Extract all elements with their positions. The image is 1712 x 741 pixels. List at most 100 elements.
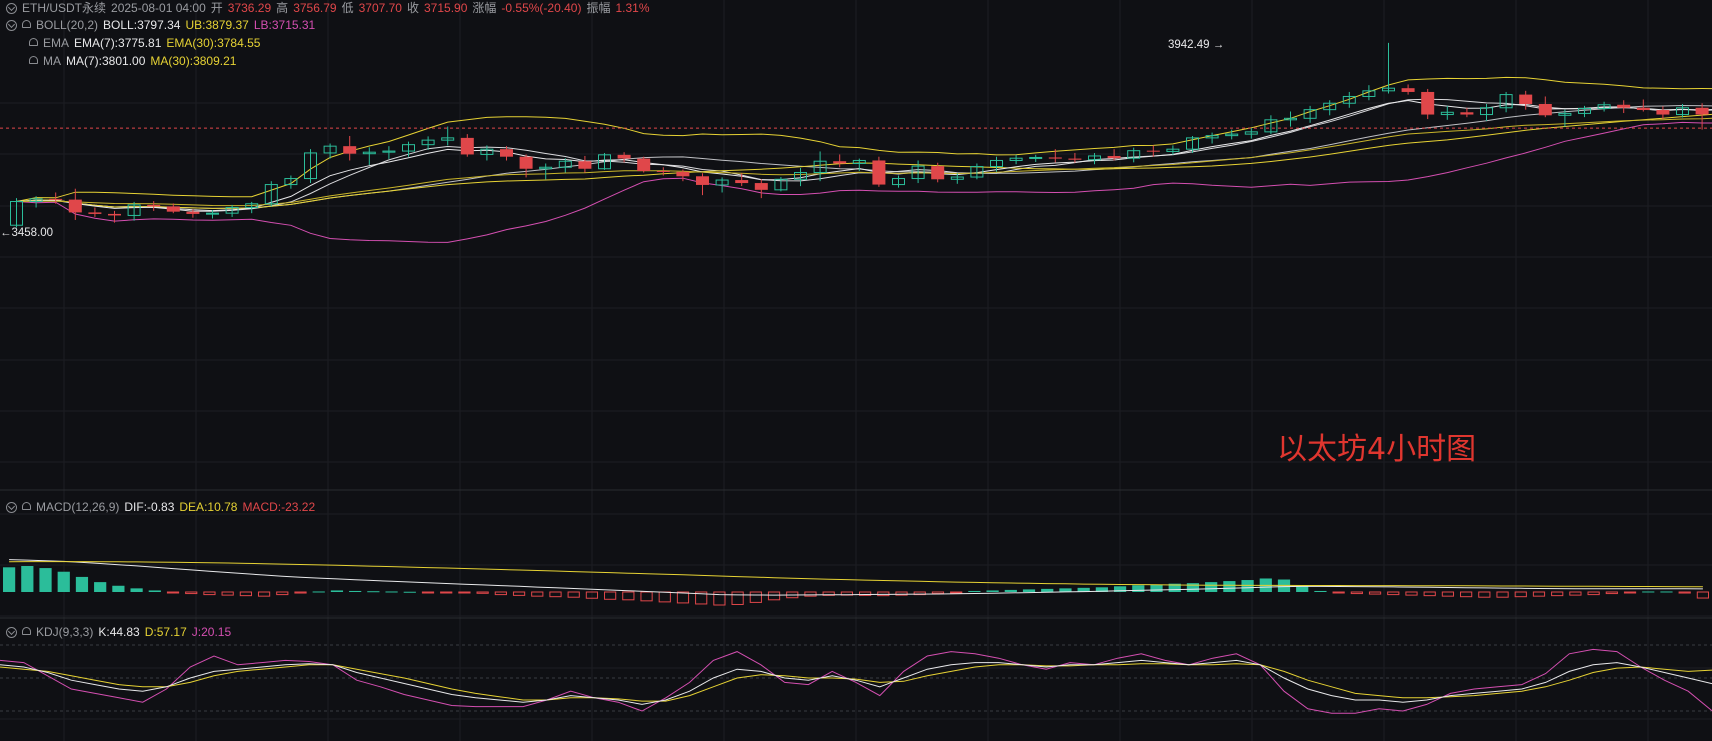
datetime-label: 2025-08-01 04:00 — [111, 1, 206, 15]
macd-bar — [1132, 585, 1145, 592]
candle-body — [558, 160, 572, 168]
kdj-legend: KDJ(9,3,3) K:44.83 D:57.17 J:20.15 — [6, 624, 231, 640]
kdj-j-value: J:20.15 — [191, 625, 232, 639]
candle-body — [519, 156, 533, 169]
macd-collapse-icon[interactable] — [6, 501, 17, 513]
macd-bar — [349, 590, 362, 592]
macd-bar — [276, 591, 289, 596]
macd-bar — [3, 567, 16, 592]
candle-body — [715, 179, 729, 186]
kdj-collapse-icon[interactable] — [6, 626, 17, 638]
macd-bar — [604, 591, 617, 600]
kdj-j-line — [0, 648, 1712, 714]
macd-bar — [695, 591, 708, 605]
kdj-d-value: D:57.17 — [144, 625, 187, 639]
candle-body — [1107, 155, 1121, 159]
change-value: -0.55%(-20.40) — [501, 1, 582, 15]
ema7-value: EMA(7):3775.81 — [74, 36, 162, 50]
low-label: 低 — [341, 1, 354, 15]
candle-body — [1656, 110, 1670, 115]
candle-body — [1244, 131, 1258, 135]
high-label: 高 — [276, 1, 289, 15]
macd-bar — [458, 591, 471, 594]
candle-body — [88, 212, 102, 214]
macd-bar — [203, 591, 216, 596]
low-marker: ←3458.00 — [0, 227, 53, 239]
candle-body — [500, 149, 513, 157]
candle-body — [794, 172, 807, 180]
macd-bar — [1460, 591, 1473, 598]
macd-bar — [950, 591, 963, 594]
candle-body — [1538, 104, 1552, 116]
boll-collapse-icon[interactable] — [6, 19, 17, 31]
candle-body — [970, 165, 984, 178]
candle-body — [343, 146, 357, 154]
macd-bar — [1113, 586, 1127, 592]
low-value: 3707.70 — [358, 1, 402, 15]
macd-bar — [676, 591, 690, 604]
candle-body — [754, 183, 768, 190]
ma-legend: MA MA(7):3801.00 MA(30):3809.21 — [29, 53, 236, 69]
macd-bar — [148, 590, 161, 592]
candle-body — [1088, 155, 1101, 161]
bell-icon[interactable] — [29, 38, 38, 46]
open-label: 开 — [210, 1, 223, 15]
macd-bar — [749, 591, 762, 603]
macd-bar — [130, 588, 143, 592]
macd-bar — [21, 566, 34, 592]
candle-body — [931, 166, 945, 180]
macd-bar — [57, 571, 70, 592]
candle-body — [284, 178, 298, 186]
ema30-line — [16, 117, 1712, 207]
candle-body — [598, 154, 611, 170]
macd-bar — [895, 591, 908, 596]
candle-body — [225, 207, 239, 214]
candle-body — [68, 199, 82, 213]
macd-bar — [804, 591, 817, 597]
candle-body — [578, 161, 592, 169]
candle-body — [539, 166, 553, 170]
bell-icon[interactable] — [29, 56, 38, 64]
macd-bar — [585, 591, 599, 599]
macd-bar — [658, 591, 671, 603]
macd-bar — [221, 591, 234, 596]
candle-body — [1048, 157, 1062, 159]
candle-body — [911, 165, 925, 180]
macd-bar — [531, 591, 544, 597]
candle-body — [264, 184, 278, 205]
candle-body — [1009, 157, 1023, 161]
watermark-title: 以太坊4小时图 — [1277, 432, 1477, 467]
macd-bar — [1569, 591, 1582, 596]
candle-body — [852, 159, 866, 164]
macd-bar — [1660, 591, 1673, 593]
candle-body — [1284, 117, 1297, 121]
macd-bar — [1696, 591, 1709, 599]
bell-icon[interactable] — [22, 627, 31, 635]
macd-bar — [1350, 591, 1363, 595]
macd-bar — [1605, 591, 1618, 595]
macd-bar — [440, 591, 453, 594]
macd-bar — [476, 591, 489, 594]
ma30-value: MA(30):3809.21 — [150, 54, 237, 68]
collapse-toggle-icon[interactable] — [6, 2, 17, 14]
macd-bar — [1022, 589, 1036, 592]
macd-bar — [75, 576, 89, 592]
arrow-right-icon: → — [1212, 39, 1225, 51]
bell-icon[interactable] — [22, 20, 31, 28]
macd-bar — [185, 591, 198, 595]
boll-name: BOLL(20,2) — [36, 18, 99, 32]
boll-mid-value: BOLL:3797.34 — [103, 18, 181, 32]
macd-dif-value: DIF:-0.83 — [124, 500, 175, 514]
macd-bar — [1314, 590, 1327, 592]
candle-body — [696, 176, 709, 185]
candle-body — [304, 152, 317, 180]
macd-bar — [367, 591, 380, 593]
candle-body — [1362, 90, 1376, 97]
ohlc-legend: ETH/USDT永续 2025-08-01 04:00 开 3736.29 高 … — [6, 0, 650, 16]
low-marker-value: 3458.00 — [11, 227, 54, 239]
bell-icon[interactable] — [22, 502, 31, 510]
candle-body — [1578, 108, 1591, 114]
kdj-k-line — [0, 659, 1712, 705]
open-value: 3736.29 — [227, 1, 272, 15]
